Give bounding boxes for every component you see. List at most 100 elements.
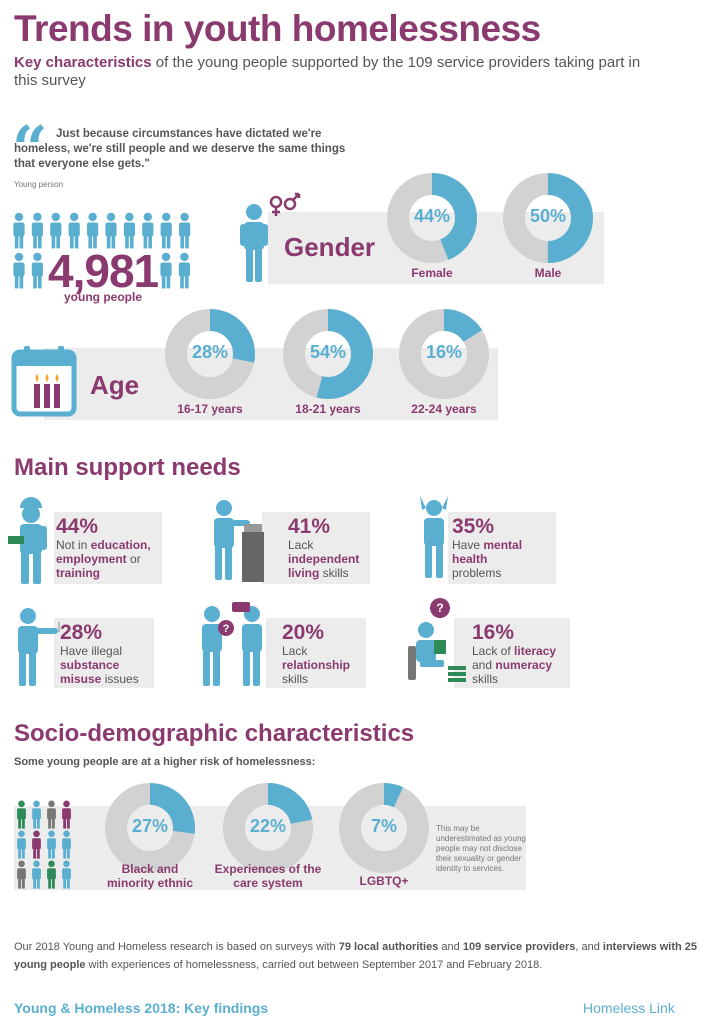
support-needs-title: Main support needs [14, 454, 241, 481]
donut-segment [165, 309, 255, 399]
person-substance-icon [18, 608, 60, 686]
people-count: 4,981 [48, 245, 159, 297]
person-figure [13, 252, 25, 289]
person-figure [87, 212, 99, 249]
donut-male [503, 173, 593, 263]
age-title: Age [90, 370, 140, 400]
person-figure [47, 860, 56, 889]
donut-care-system [223, 783, 313, 873]
person-figure [160, 212, 172, 249]
donut-age-22-24 [399, 309, 489, 399]
need-panel-literacy [454, 618, 570, 688]
need-relationship: 20% Lack relationship skills [282, 621, 362, 687]
need-living: 41% Lack independent living skills [288, 515, 368, 581]
need-panel-substance [54, 618, 154, 688]
person-figure [17, 860, 26, 889]
care-system-label: Experiences of the care system [214, 862, 322, 890]
person-figure [47, 800, 56, 829]
person-figure [105, 212, 117, 249]
need-literacy: 16% Lack of literacy and numeracy skills [472, 621, 568, 687]
methodology-text: Our 2018 Young and Homeless research is … [14, 941, 698, 971]
quote-text: Just because circumstances have dictated… [14, 128, 346, 170]
stressed-person-icon [420, 496, 448, 578]
person-figure [47, 830, 56, 859]
age-22-24-pct: 16% [425, 342, 463, 362]
page-title: Trends in youth homelessness [14, 8, 541, 49]
lgbtq-pct: 7% [370, 816, 397, 836]
donut-segment [105, 783, 195, 873]
lgbtq-label: LGBTQ+ [359, 874, 409, 888]
quote-mark-icon: “ [12, 112, 48, 185]
female-pct: 44% [413, 206, 451, 226]
need-panel-living [262, 512, 370, 584]
relationship-people-icon: ? [202, 602, 262, 686]
person-figure [13, 212, 25, 249]
subtitle-bold: Key characteristics [14, 54, 152, 71]
socio-panel [14, 806, 526, 890]
donut-lgbtq [339, 783, 429, 873]
need-panel-education [54, 512, 162, 584]
person-figure [62, 800, 71, 829]
person-figure [123, 212, 135, 249]
quote-attribution: Young person [14, 180, 64, 189]
socio-title: Socio-demographic characteristics [14, 720, 415, 747]
need-living-pct: 41% [288, 515, 331, 538]
need-substance-pct: 28% [60, 621, 103, 644]
bme-label: Black and minority ethnic [106, 862, 193, 890]
reading-person-icon: ? [408, 598, 466, 682]
donut-segment [339, 783, 429, 873]
donut-segment [399, 309, 489, 399]
donut-segment [387, 173, 477, 263]
subtitle-rest: of the young people supported by the 109… [14, 54, 641, 89]
age-16-17-label: 16-17 years [177, 402, 243, 416]
person-figure [62, 830, 71, 859]
gender-title: Gender [284, 232, 376, 262]
donut-age-16-17 [165, 309, 255, 399]
person-figure [32, 800, 41, 829]
male-label: Male [534, 266, 562, 280]
person-figure [178, 252, 190, 289]
age-18-21-pct: 54% [309, 342, 347, 362]
person-figure [32, 860, 41, 889]
need-substance: 28% Have illegal substance misuse issues [60, 621, 154, 687]
birthday-calendar-icon [11, 346, 77, 417]
need-literacy-pct: 16% [472, 621, 515, 644]
need-panel-relationship [266, 618, 366, 688]
socio-subtitle: Some young people are at a higher risk o… [14, 756, 316, 768]
footer-title: Young & Homeless 2018: Key findings [14, 1000, 269, 1016]
appliance-person-icon [214, 500, 264, 582]
donut-segment [503, 173, 593, 263]
people-label: young people [64, 290, 142, 304]
person-figure [17, 800, 26, 829]
lgbtq-note: This may be underestimated as young peop… [436, 824, 526, 873]
age-16-17-pct: 28% [191, 342, 229, 362]
donut-segment [223, 783, 313, 873]
person-figure [31, 212, 43, 249]
male-pct: 50% [529, 206, 567, 226]
need-mental-pct: 35% [452, 515, 495, 538]
diverse-people-grid-icon [17, 800, 71, 889]
donut-bme [105, 783, 195, 873]
age-22-24-label: 22-24 years [411, 402, 477, 416]
page-subtitle: Key characteristics of the young people … [14, 54, 654, 90]
person-figure [179, 212, 191, 249]
donut-female [387, 173, 477, 263]
person-figure [32, 830, 41, 859]
footer-brand: Homeless Link [583, 1000, 675, 1016]
svg-text:?: ? [436, 601, 443, 615]
person-figure [160, 252, 172, 289]
person-figure [17, 830, 26, 859]
person-figure [68, 212, 80, 249]
svg-text:?: ? [223, 623, 230, 635]
donut-age-18-21 [283, 309, 373, 399]
gender-person-icon [240, 192, 301, 282]
need-relationship-pct: 20% [282, 621, 325, 644]
person-figure [31, 252, 43, 289]
age-18-21-label: 18-21 years [295, 402, 361, 416]
person-figure [62, 860, 71, 889]
female-label: Female [411, 266, 453, 280]
need-panel-mental [448, 512, 556, 584]
construction-worker-icon [8, 497, 47, 584]
need-mental: 35% Have mental health problems [452, 515, 532, 581]
need-education: 44% Not in education, employment or trai… [56, 516, 160, 581]
